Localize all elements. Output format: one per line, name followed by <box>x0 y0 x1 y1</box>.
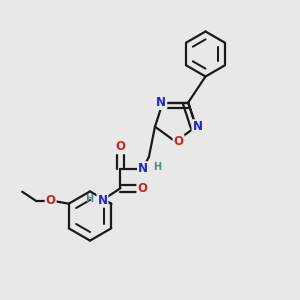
Text: O: O <box>173 135 184 148</box>
Text: H: H <box>154 162 162 172</box>
Text: N: N <box>156 96 166 109</box>
Text: H: H <box>85 194 94 204</box>
Text: O: O <box>137 182 147 195</box>
Text: O: O <box>46 194 56 207</box>
Text: N: N <box>138 162 148 175</box>
Text: N: N <box>193 120 202 133</box>
Text: O: O <box>116 140 125 153</box>
Text: N: N <box>98 194 107 207</box>
